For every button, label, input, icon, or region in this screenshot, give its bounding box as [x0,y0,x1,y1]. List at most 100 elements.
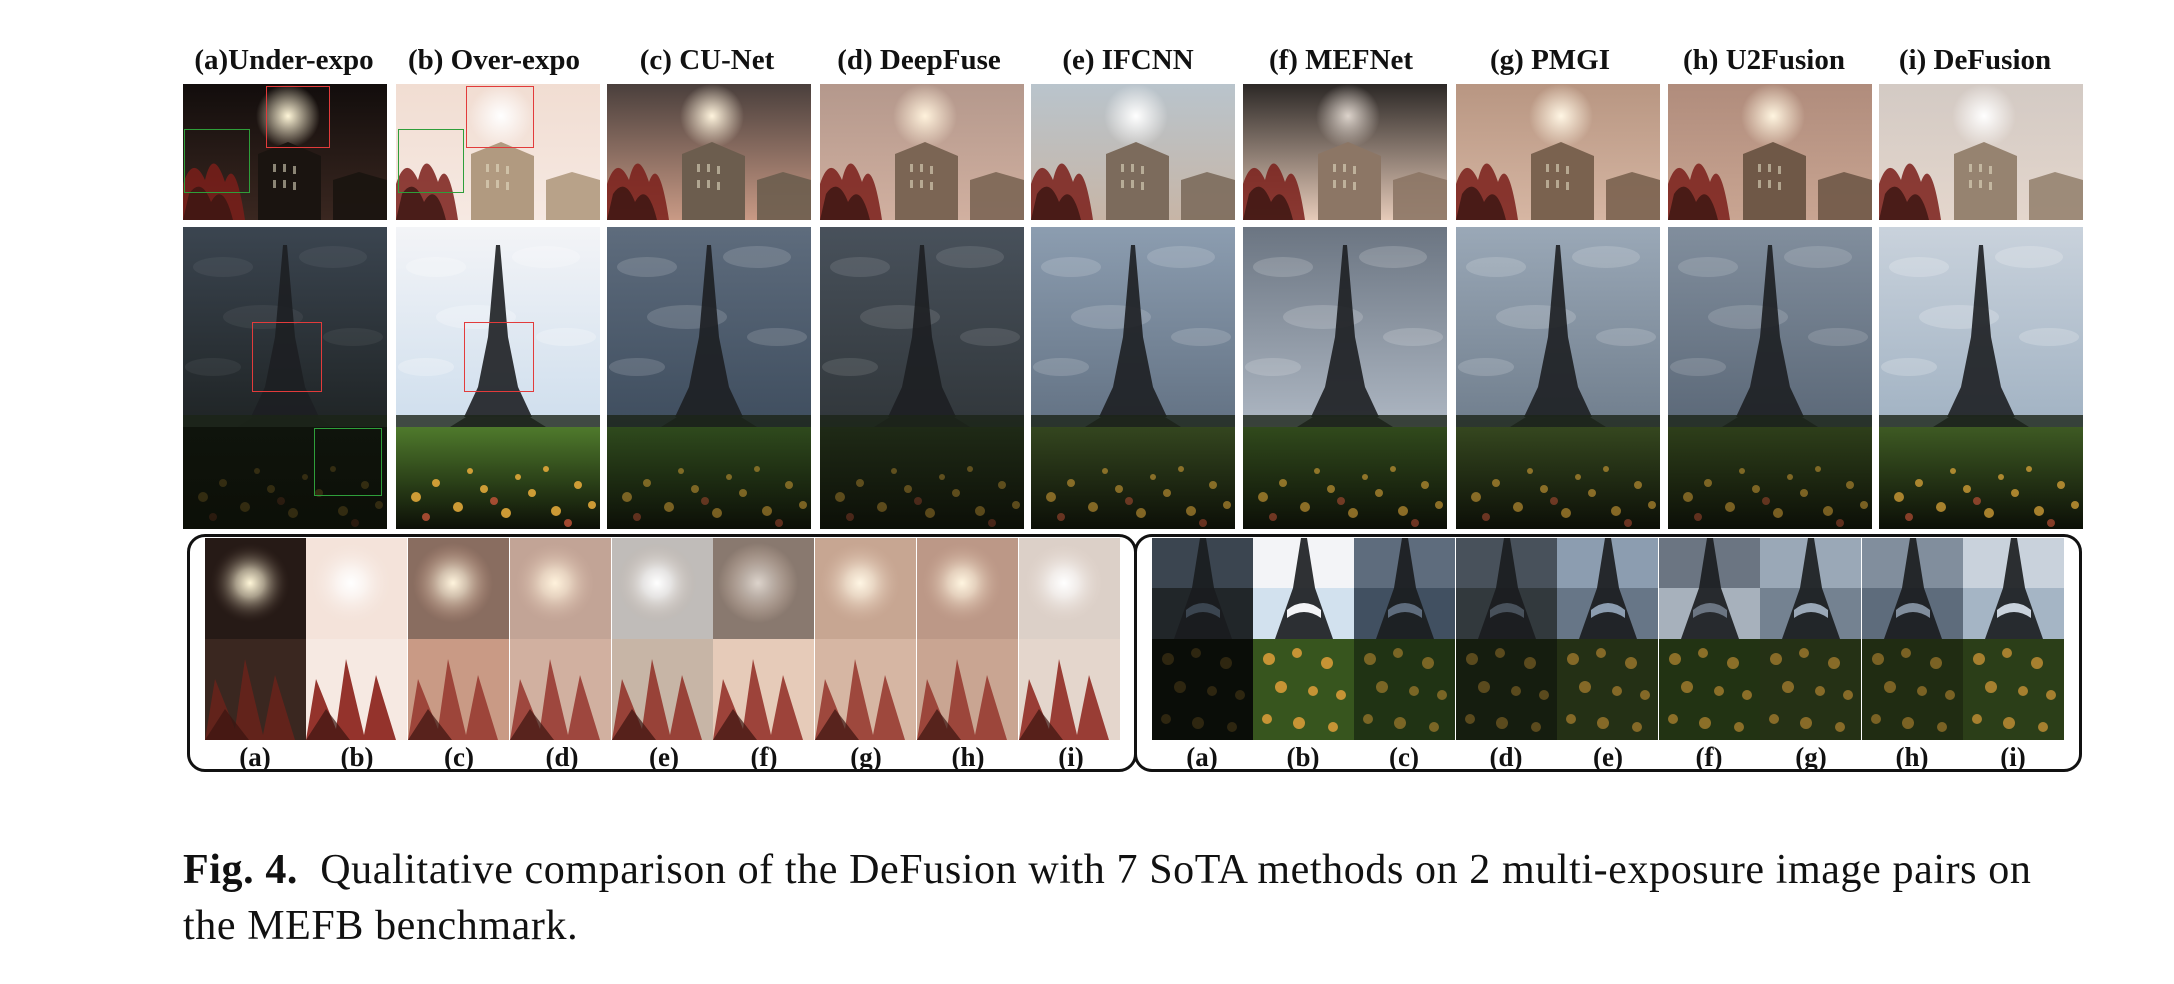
zoom-plant-crop [408,639,509,740]
zoom-flower-image [1253,639,1354,740]
figure-number: Fig. 4. [183,847,299,893]
sunset-tile [1031,84,1235,220]
zoom-label-d: (d) [545,742,579,772]
zoom-plant-crop [612,639,713,740]
zoom-tower-image [1354,538,1455,639]
sunset-image [1243,84,1447,220]
zoom-label-a: (a) [239,742,271,772]
zoom-plant-image [510,639,611,740]
eiffel-image [1668,227,1872,529]
zoom-sun-crop [1019,538,1120,639]
zoom-flower-image [1659,639,1760,740]
sunset-image [1456,84,1660,220]
eiffel-image [183,227,387,529]
zoom-flower-image [1557,639,1658,740]
zoom-tower-image [1557,538,1658,639]
zoom-sun-crop [917,538,1018,639]
zoom-sun-crop [306,538,407,639]
zoom-label-d: (d) [1489,742,1523,772]
zoom-flower-crop [1659,639,1760,740]
zoom-plant-image [713,639,814,740]
column-title-cu-net: (c) CU-Net [639,44,775,76]
zoom-plant-crop [713,639,814,740]
zoom-sun-image [917,538,1018,639]
zoom-plant-image [815,639,916,740]
zoom-flower-crop [1862,639,1963,740]
eiffel-image [396,227,600,529]
sunset-image [607,84,811,220]
eiffel-tile [183,227,387,529]
column-title-defusion: (i) DeFusion [1898,44,2052,76]
zoom-sun-image [408,538,509,639]
zoom-box-red [252,322,322,392]
zoom-flower-image [1354,639,1455,740]
zoom-tower-crop [1557,538,1658,639]
zoom-sun-image [612,538,713,639]
sunset-tile [607,84,811,220]
zoom-flower-crop [1557,639,1658,740]
zoom-flower-image [1862,639,1963,740]
eiffel-tile [820,227,1024,529]
eiffel-tile [1031,227,1235,529]
zoom-flower-crop [1456,639,1557,740]
zoom-plant-crop [815,639,916,740]
zoom-plant-crop [1019,639,1120,740]
sunset-image [396,84,600,220]
zoom-label-e: (e) [1593,742,1623,772]
zoom-tower-crop [1963,538,2064,639]
eiffel-tile [1668,227,1872,529]
zoom-tower-image [1456,538,1557,639]
eiffel-tile [1456,227,1660,529]
zoom-label-h: (h) [1895,742,1929,772]
zoom-label-c: (c) [1389,742,1419,772]
zoom-tower-image [1862,538,1963,639]
eiffel-image [607,227,811,529]
zoom-label-f: (f) [1695,742,1723,772]
zoom-plant-crop [306,639,407,740]
zoom-sun-crop [408,538,509,639]
eiffel-image [820,227,1024,529]
zoom-tower-image [1963,538,2064,639]
sunset-tile [1243,84,1447,220]
zoom-label-i: (i) [2000,742,2026,772]
sunset-tile [183,84,387,220]
zoom-tower-image [1152,538,1253,639]
zoom-plant-image [205,639,306,740]
zoom-plant-image [306,639,407,740]
zoom-flower-image [1963,639,2064,740]
zoom-tower-crop [1253,538,1354,639]
zoom-plant-image [917,639,1018,740]
zoom-flower-image [1760,639,1861,740]
sunset-tile [1456,84,1660,220]
zoom-sun-image [713,538,814,639]
zoom-sun-image [510,538,611,639]
zoom-label-b: (b) [340,742,374,772]
sunset-tile [1668,84,1872,220]
zoom-box-red [466,86,534,148]
sunset-image [1668,84,1872,220]
zoom-flower-image [1152,639,1253,740]
zoom-tower-image [1659,538,1760,639]
zoom-sun-crop [713,538,814,639]
zoom-tower-crop [1659,538,1760,639]
zoom-label-h: (h) [951,742,985,772]
sunset-image [1879,84,2083,220]
zoom-flower-crop [1760,639,1861,740]
zoom-flower-crop [1963,639,2064,740]
zoom-sun-crop [510,538,611,639]
zoom-tower-crop [1456,538,1557,639]
zoom-label-g: (g) [850,742,882,772]
zoom-label-b: (b) [1286,742,1320,772]
eiffel-tile [396,227,600,529]
zoom-group-eiffel [1134,534,2082,772]
eiffel-tile [1879,227,2083,529]
zoom-sun-crop [612,538,713,639]
sunset-tile [396,84,600,220]
column-title-mefnet: (f) MEFNet [1268,44,1414,76]
zoom-sun-image [205,538,306,639]
zoom-box-green [314,428,382,496]
zoom-label-g: (g) [1795,742,1827,772]
zoom-box-red [266,86,330,148]
figure-caption: Fig. 4. Qualitative comparison of the De… [183,842,2033,954]
column-title-over-expo: (b) Over-expo [407,44,581,76]
